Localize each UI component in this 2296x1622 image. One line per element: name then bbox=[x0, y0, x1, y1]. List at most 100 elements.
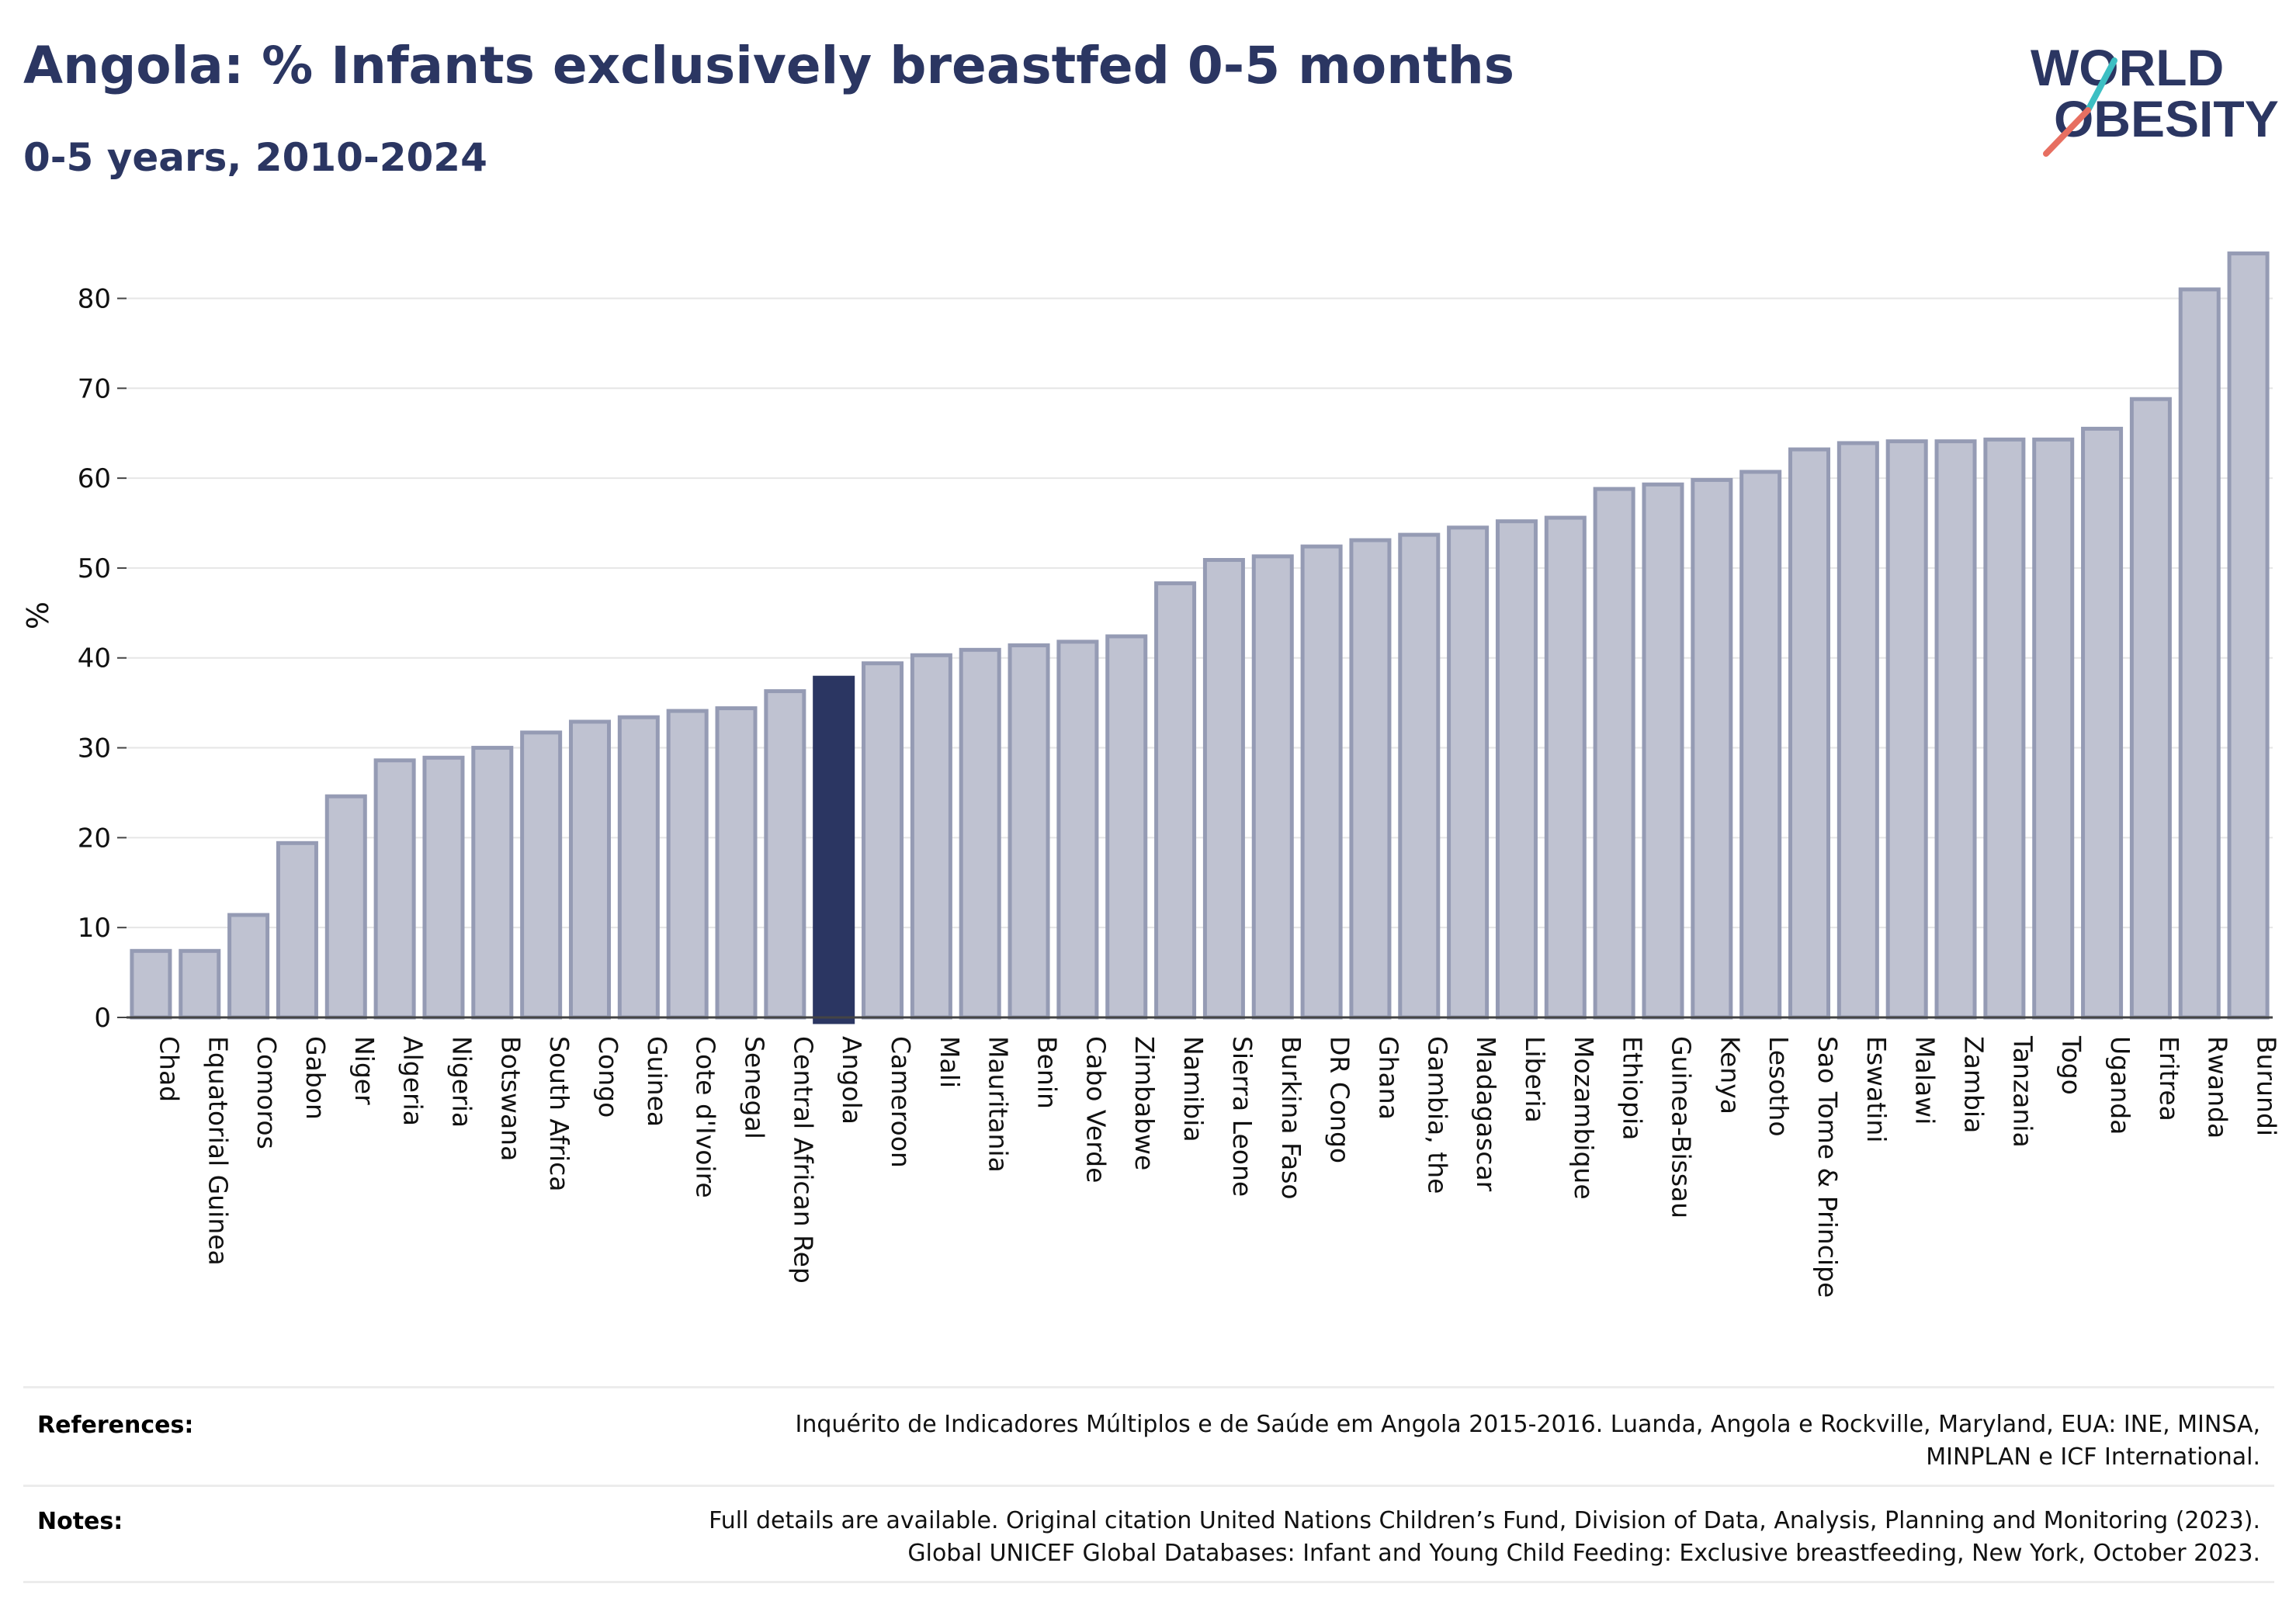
x-tick-label: DR Congo bbox=[1325, 1036, 1355, 1163]
bar-liberia bbox=[1495, 519, 1538, 1020]
bars bbox=[130, 251, 2270, 1024]
bar-senegal bbox=[715, 706, 758, 1020]
bar-cabo-verde bbox=[1056, 639, 1099, 1020]
x-tick-label: Mauritania bbox=[983, 1036, 1014, 1173]
x-tick-label: Cote d'Ivoire bbox=[691, 1036, 721, 1198]
x-tick-label: Sao Tome & Principe bbox=[1812, 1036, 1843, 1298]
bar-kenya bbox=[1691, 477, 1733, 1020]
x-tick-label: Zimbabwe bbox=[1129, 1036, 1160, 1170]
notes-text: Full details are available. Original cit… bbox=[709, 1505, 2260, 1570]
references-label: References: bbox=[37, 1412, 194, 1439]
bar-south-africa bbox=[520, 730, 563, 1020]
notes-label: Notes: bbox=[37, 1508, 123, 1535]
x-tick-label: Burundi bbox=[2252, 1036, 2282, 1136]
x-tick-label: Nigeria bbox=[446, 1036, 477, 1128]
x-tick-label: Guinea bbox=[642, 1036, 672, 1127]
chart-subtitle: 0-5 years, 2010-2024 bbox=[23, 135, 487, 180]
y-axis-label: % bbox=[21, 601, 55, 629]
x-tick-label: Burkina Faso bbox=[1276, 1036, 1306, 1200]
x-tick-label: Eritrea bbox=[2154, 1036, 2184, 1121]
references-line: Inquérito de Indicadores Múltiplos e de … bbox=[795, 1411, 2260, 1438]
x-tick-label: Mali bbox=[935, 1036, 965, 1088]
y-tick-label: 10 bbox=[78, 913, 111, 944]
x-tick-label: Angola bbox=[837, 1036, 867, 1125]
x-tick-label: Benin bbox=[1032, 1036, 1063, 1109]
bar-ethiopia bbox=[1593, 487, 1635, 1020]
x-tick-label: Namibia bbox=[1178, 1036, 1209, 1142]
bar-cote-d-ivoire bbox=[666, 709, 709, 1020]
x-tick-label: Tanzania bbox=[2007, 1035, 2038, 1148]
notes-line: Full details are available. Original cit… bbox=[709, 1507, 2260, 1534]
bar-benin bbox=[1008, 643, 1050, 1020]
bar-gambia-the bbox=[1398, 532, 1441, 1020]
x-tick-label: Cabo Verde bbox=[1080, 1036, 1111, 1183]
bar-mali bbox=[910, 653, 952, 1020]
x-tick-label: Ghana bbox=[1373, 1036, 1403, 1120]
notes-line: Global UNICEF Global Databases: Infant a… bbox=[907, 1540, 2260, 1567]
x-tick-label: Algeria bbox=[398, 1036, 428, 1126]
bar-niger bbox=[324, 794, 367, 1020]
bar-eswatini bbox=[1836, 441, 1879, 1020]
chart-title: Angola: % Infants exclusively breastfed … bbox=[23, 36, 1515, 95]
bar-togo bbox=[2032, 437, 2075, 1020]
bar-equatorial-guinea bbox=[179, 948, 221, 1020]
x-tick-label: Guinea-Bissau bbox=[1666, 1036, 1696, 1218]
x-tick-label: Rwanda bbox=[2203, 1036, 2233, 1139]
x-axis-tick-labels: Chad Equatorial Guinea Comoros Gabon Niger Al… bbox=[154, 1035, 2281, 1298]
bar-cameroon bbox=[862, 661, 904, 1020]
logo-slash-teal bbox=[2085, 57, 2117, 113]
bar-sao-tome-principe bbox=[1788, 447, 1831, 1020]
x-tick-label: South Africa bbox=[544, 1036, 574, 1192]
bar-guinea-bissau bbox=[1642, 482, 1684, 1020]
x-tick-label: Togo bbox=[2056, 1035, 2086, 1095]
x-tick-label: Eswatini bbox=[1861, 1036, 1892, 1142]
x-tick-label: Mozambique bbox=[1569, 1036, 1599, 1200]
bar-gabon bbox=[276, 840, 318, 1020]
bar-zambia bbox=[1934, 439, 1977, 1020]
x-tick-label: Kenya bbox=[1715, 1036, 1745, 1114]
bar-zimbabwe bbox=[1105, 634, 1148, 1020]
x-tick-label: Senegal bbox=[740, 1036, 770, 1139]
x-tick-label: Gambia, the bbox=[1422, 1036, 1452, 1194]
bar-uganda bbox=[2081, 426, 2124, 1020]
bar-botswana bbox=[471, 746, 514, 1020]
x-tick-label: Niger bbox=[349, 1036, 380, 1105]
x-tick-label: Cameroon bbox=[886, 1036, 916, 1168]
bar-congo bbox=[568, 719, 611, 1020]
bar-burkina-faso bbox=[1251, 554, 1294, 1020]
bar-comoros bbox=[227, 913, 270, 1020]
bar-madagascar bbox=[1447, 525, 1490, 1020]
x-tick-label: Gabon bbox=[300, 1036, 331, 1120]
x-tick-label: Congo bbox=[593, 1036, 623, 1118]
bar-chart: 0 10 20 30 40 50 60 70 80 % Chad Equatorial Guine… bbox=[21, 251, 2282, 1298]
bar-mauritania bbox=[959, 647, 1001, 1020]
x-tick-label: Madagascar bbox=[1471, 1036, 1501, 1192]
x-tick-label: Sierra Leone bbox=[1227, 1036, 1257, 1197]
bar-chad bbox=[130, 948, 172, 1020]
bar-tanzania bbox=[1983, 437, 2026, 1020]
x-tick-label: Liberia bbox=[1520, 1036, 1550, 1123]
bar-angola bbox=[813, 675, 855, 1024]
bar-central-african-rep bbox=[764, 689, 806, 1020]
bar-lesotho bbox=[1739, 470, 1782, 1020]
x-tick-label: Malawi bbox=[1910, 1036, 1941, 1125]
x-tick-label: Botswana bbox=[495, 1036, 525, 1161]
x-tick-label: Ethiopia bbox=[1618, 1036, 1648, 1140]
y-tick-label: 50 bbox=[78, 553, 111, 584]
y-tick-label: 0 bbox=[94, 1003, 111, 1034]
bar-guinea bbox=[617, 715, 660, 1020]
y-tick-label: 20 bbox=[78, 823, 111, 854]
x-tick-label: Equatorial Guinea bbox=[203, 1036, 233, 1266]
references-row: References: Inquérito de Indicadores Múl… bbox=[23, 1386, 2274, 1487]
references-line: MINPLAN e ICF International. bbox=[1926, 1444, 2260, 1471]
y-axis-ticks: 0 10 20 30 40 50 60 70 80 bbox=[78, 283, 127, 1034]
bar-malawi bbox=[1885, 439, 1928, 1020]
world-obesity-logo: WORLD OBESITY bbox=[2031, 39, 2279, 157]
x-tick-label: Comoros bbox=[251, 1036, 282, 1149]
bar-burundi bbox=[2227, 251, 2270, 1020]
bar-algeria bbox=[373, 758, 416, 1020]
notes-row: Notes: Full details are available. Origi… bbox=[23, 1485, 2274, 1583]
bar-ghana bbox=[1349, 538, 1392, 1020]
y-tick-label: 70 bbox=[78, 373, 111, 404]
y-tick-label: 80 bbox=[78, 283, 111, 314]
